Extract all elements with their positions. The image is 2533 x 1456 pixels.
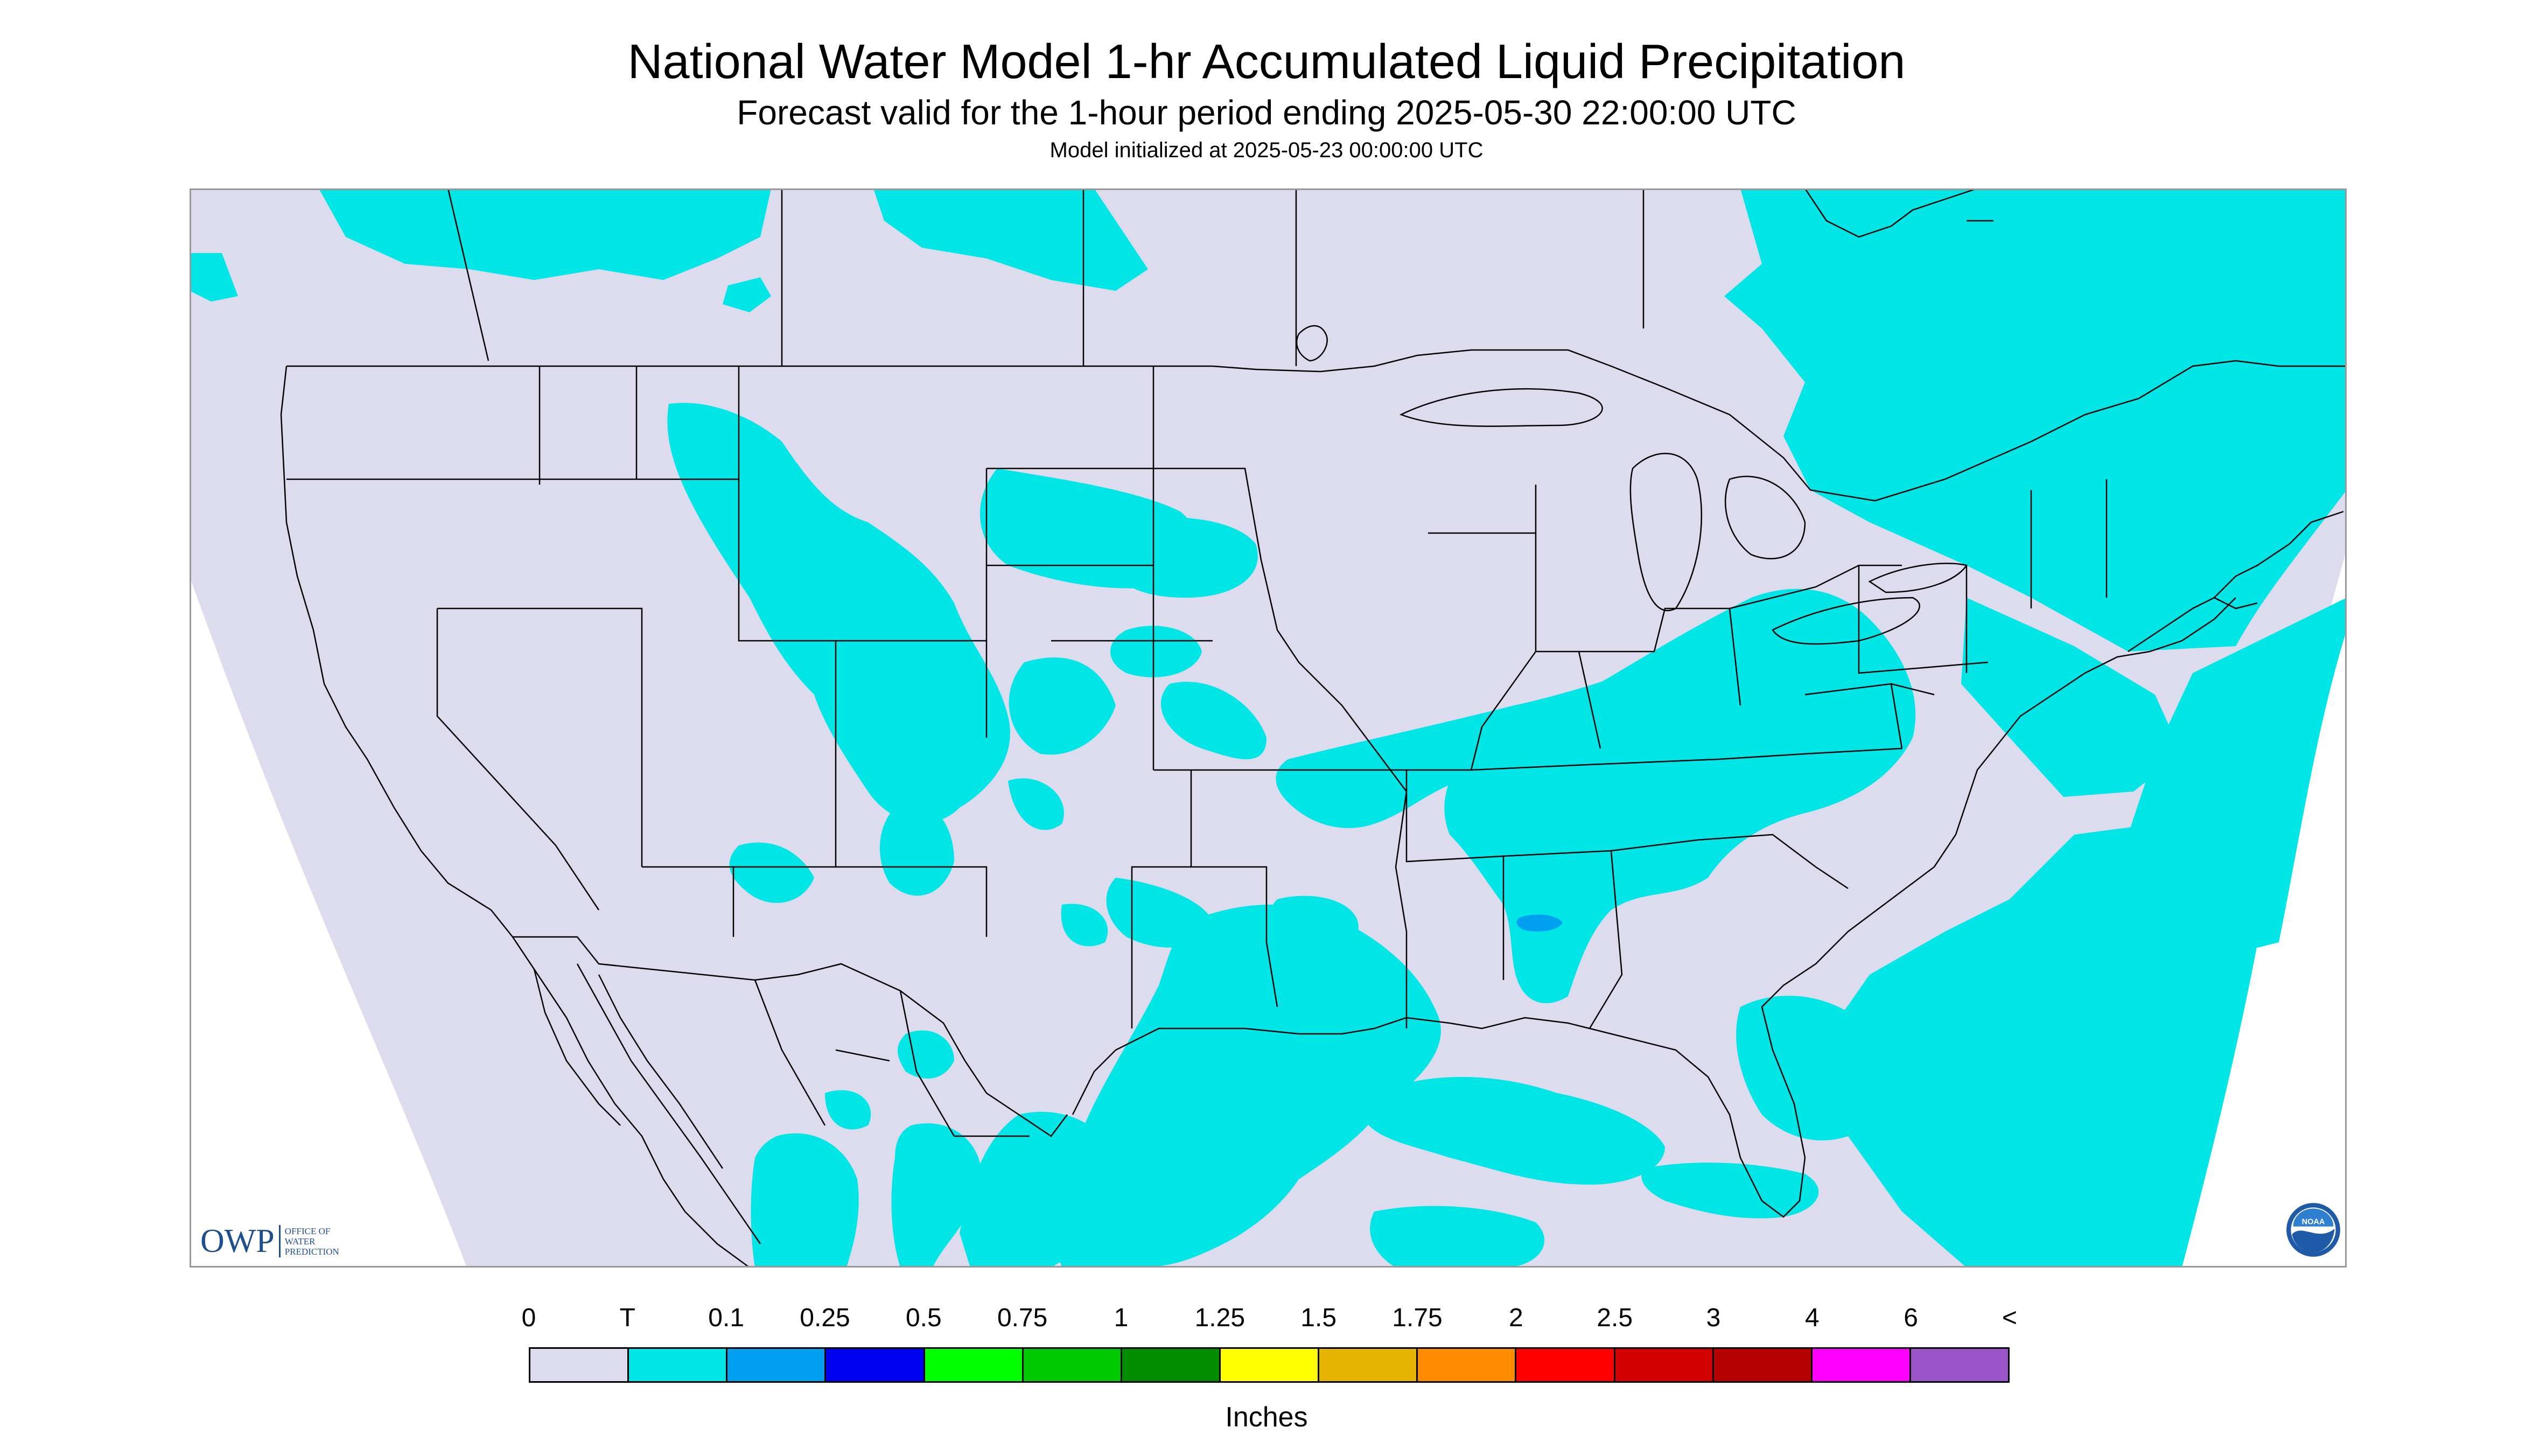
legend-swatch	[1418, 1349, 1517, 1381]
owp-logo-text: OFFICE OF WATER PREDICTION	[285, 1226, 339, 1257]
trace-precip-areas	[190, 188, 2347, 1268]
model-init-time: Model initialized at 2025-05-23 00:00:00…	[1049, 138, 1484, 162]
pacific-coast	[280, 366, 750, 1268]
light-rain-area	[1516, 914, 1563, 932]
legend-label: 0.5	[905, 1304, 942, 1332]
legend-swatch	[1220, 1349, 1320, 1381]
map-subtitle: Forecast valid for the 1-hour period end…	[737, 93, 1796, 132]
legend-label: 1.75	[1392, 1304, 1443, 1332]
noaa-logo: NOAA	[2286, 1203, 2340, 1257]
legend-swatch	[727, 1349, 827, 1381]
legend-label: <	[2002, 1304, 2018, 1332]
legend-swatch	[1615, 1349, 1714, 1381]
legend-swatch	[1023, 1349, 1122, 1381]
northeast-coast	[2128, 510, 2344, 653]
legend-swatch	[1516, 1349, 1615, 1381]
legend-units: Inches	[1225, 1402, 1308, 1433]
owp-logo-mark: OWP	[200, 1223, 275, 1259]
legend-label: 0.75	[997, 1304, 1048, 1332]
lake-winnipeg-outline	[1296, 325, 1328, 362]
map-border	[190, 188, 2347, 1268]
gulf-coast	[1072, 597, 2236, 1218]
precipitation-map	[190, 188, 2347, 1268]
noaa-logo-text: NOAA	[2302, 1218, 2325, 1227]
legend-label: T	[619, 1304, 635, 1332]
legend-colorbar	[529, 1347, 2010, 1383]
legend-swatch	[530, 1349, 629, 1381]
legend-label: 6	[1904, 1304, 1918, 1332]
legend-label: 1.5	[1300, 1304, 1337, 1332]
owp-logo-line-2: WATER	[284, 1236, 316, 1247]
legend-swatch	[1812, 1349, 1911, 1381]
legend-label: 0.1	[708, 1304, 745, 1332]
canada-province-lines	[447, 188, 1993, 366]
great-lakes	[1399, 388, 1968, 645]
owp-logo-line-1: OFFICE OF	[284, 1226, 331, 1236]
state-lines-west	[286, 366, 1213, 937]
legend-swatch	[925, 1349, 1024, 1381]
mexico-state-lines	[576, 963, 1030, 1244]
state-lines-central	[1131, 467, 1902, 1029]
us-canada-border	[286, 349, 2347, 502]
legend-swatch	[1122, 1349, 1221, 1381]
legend-label: 0	[521, 1304, 536, 1332]
hudson-bay-coast	[1804, 188, 1978, 238]
legend-swatch	[1713, 1349, 1813, 1381]
legend-swatch	[629, 1349, 728, 1381]
baja-coast	[533, 969, 724, 1169]
legend-swatch	[1911, 1349, 2009, 1381]
legend-label: 4	[1804, 1304, 1820, 1332]
legend-swatch	[826, 1349, 925, 1381]
legend-label: 3	[1706, 1304, 1721, 1332]
legend-swatch	[1319, 1349, 1418, 1381]
owp-logo-divider	[278, 1225, 281, 1257]
legend-label: 0.25	[800, 1304, 850, 1332]
legend-label: 2	[1508, 1304, 1523, 1332]
boundaries	[280, 188, 2347, 1268]
owp-logo: OWP OFFICE OF WATER PREDICTION	[200, 1221, 339, 1261]
state-lines-east	[1428, 479, 2108, 771]
legend-label: 1	[1114, 1304, 1129, 1332]
legend-label: 2.5	[1597, 1304, 1633, 1332]
legend-label: 1.25	[1194, 1304, 1245, 1332]
owp-logo-line-3: PREDICTION	[284, 1246, 339, 1257]
map-title: National Water Model 1-hr Accumulated Li…	[627, 35, 1906, 89]
